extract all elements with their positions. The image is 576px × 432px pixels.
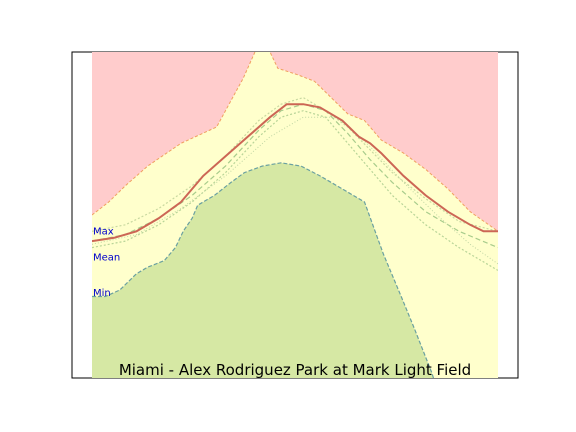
mean-line — [92, 103, 498, 243]
min-label: Min — [93, 288, 111, 299]
record-min-band-area — [92, 162, 434, 378]
max-label: Max — [93, 226, 114, 237]
record-min-line — [92, 162, 435, 378]
normal-max-line — [92, 96, 498, 232]
record-max-line — [92, 52, 498, 232]
normal-min-line — [92, 110, 498, 271]
record-max-band-area — [92, 52, 498, 232]
mean-label: Mean — [93, 252, 120, 263]
chart-title: Miami - Alex Rodriguez Park at Mark Ligh… — [119, 361, 471, 379]
